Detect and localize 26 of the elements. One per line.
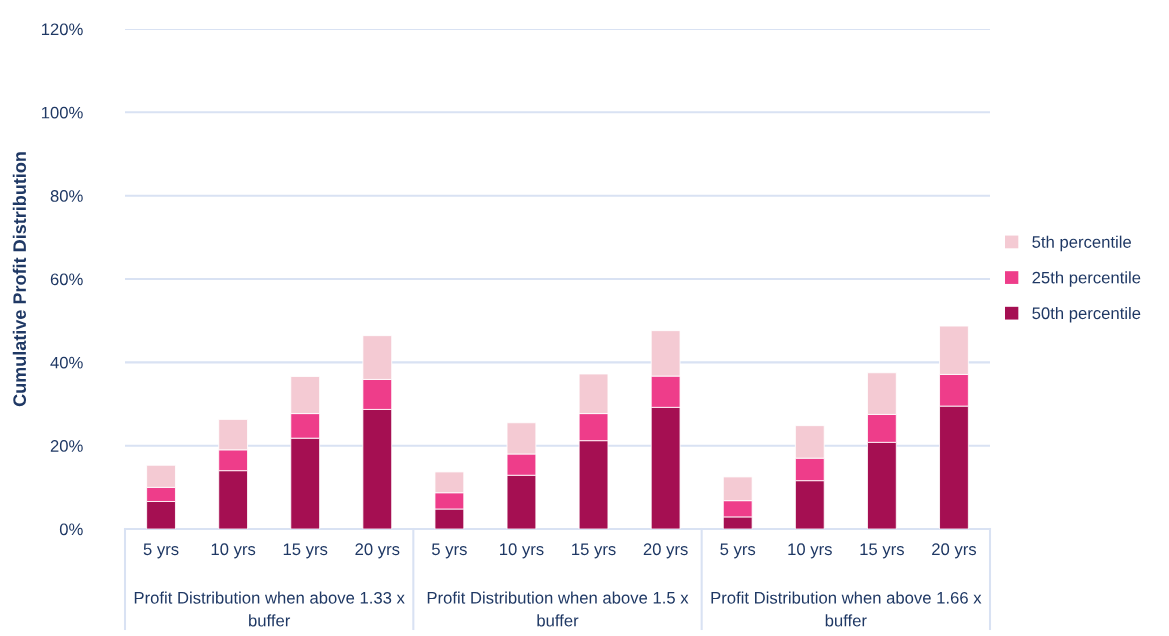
x-tick-label: 5 yrs	[431, 543, 467, 559]
x-tick-label: 5 yrs	[143, 543, 179, 559]
x-tick-label: 10 yrs	[211, 543, 256, 559]
y-tick-label: 60%	[50, 273, 83, 286]
x-tick-label: 10 yrs	[788, 543, 832, 559]
text: Profit Distribution when above 1.66 x buffer	[711, 591, 982, 627]
x-tick-label: 20 yrs	[643, 543, 688, 559]
y-tick-label: 100%	[41, 106, 83, 119]
x-tick-label: 20 yrs	[355, 543, 400, 559]
legend-label: 50th percentile	[1032, 306, 1141, 323]
legend-label: 5th percentile	[1032, 235, 1131, 252]
y-tick-label: 80%	[50, 190, 83, 202]
legend-label: 25th percentile	[1032, 271, 1141, 287]
text: Profit Distribution when above 1.33 x buffer	[134, 591, 405, 627]
x-tick-label: 15 yrs	[283, 543, 328, 559]
y-tick-label: 40%	[50, 356, 83, 369]
x-tick-label: 20 yrs	[932, 543, 977, 559]
y-axis-title: Cumulative Profit Distribution	[12, 152, 27, 407]
text: Profit Distribution when above 1.5 x buffer	[427, 591, 689, 627]
y-tick-label: 120%	[41, 23, 83, 36]
x-tick-label: 15 yrs	[572, 543, 616, 559]
x-tick-label: 10 yrs	[500, 543, 544, 559]
y-tick-label: 20%	[50, 440, 83, 452]
x-tick-label: 15 yrs	[860, 543, 904, 559]
y-tick-label: 0%	[59, 523, 83, 536]
x-tick-label: 5 yrs	[720, 543, 756, 559]
